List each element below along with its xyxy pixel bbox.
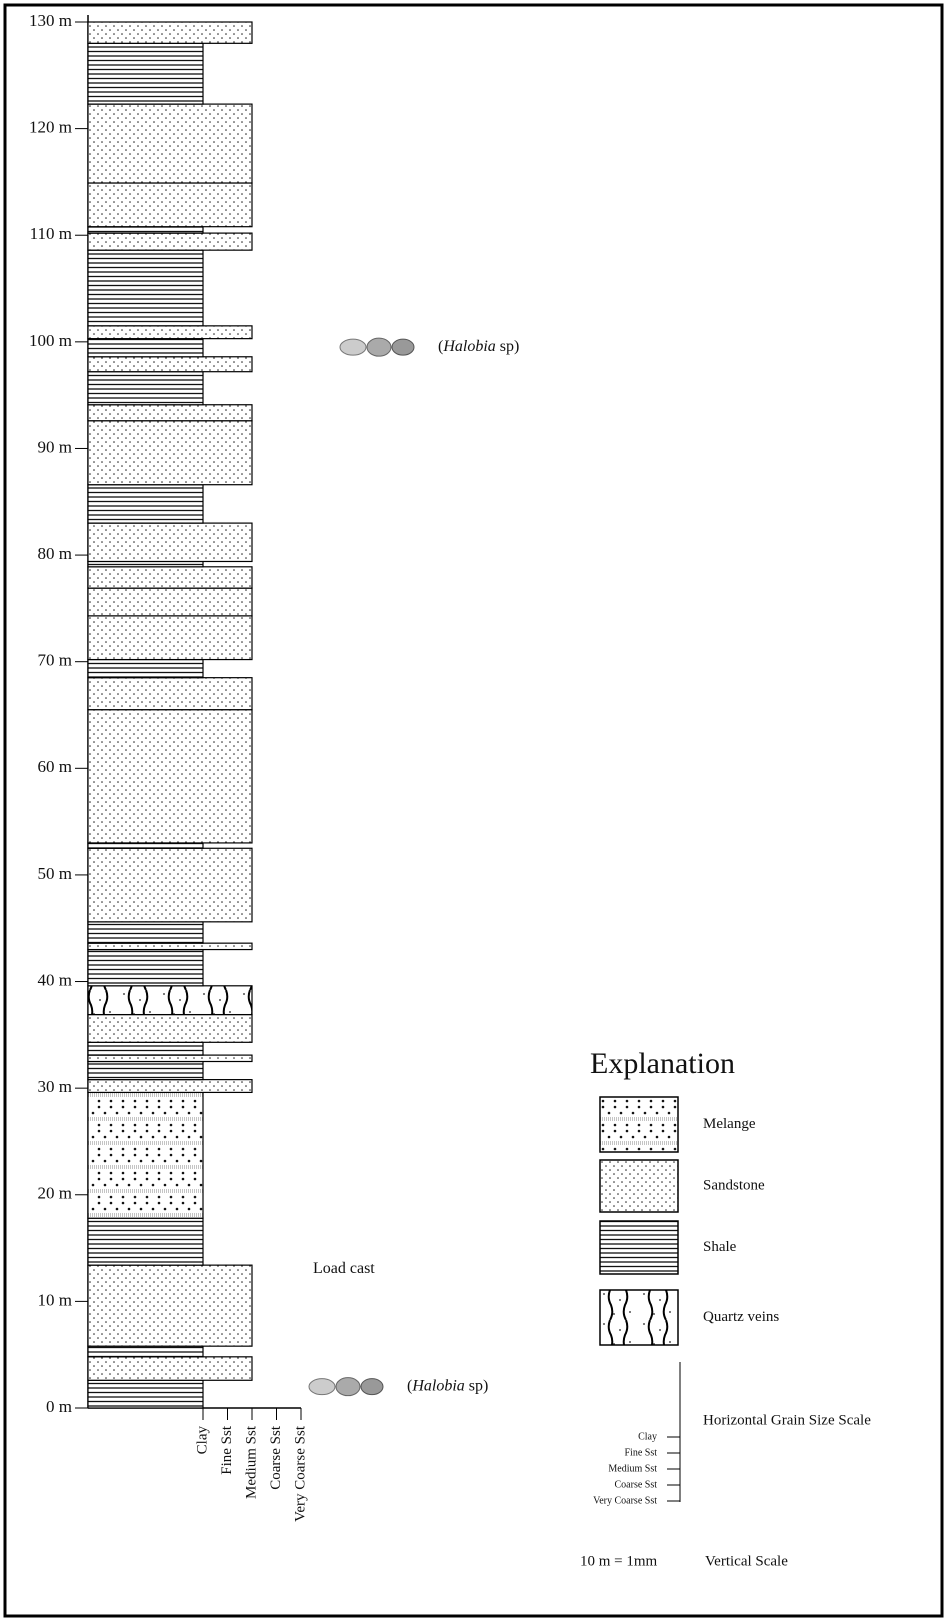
vertical-scale-title: Vertical Scale (705, 1553, 788, 1569)
fossil-icon (340, 338, 414, 356)
layer (88, 561, 203, 566)
layer (88, 233, 252, 250)
layer (88, 372, 203, 405)
layer (88, 843, 203, 848)
fossil-label-part: sp) (496, 338, 520, 355)
layer (88, 660, 203, 678)
depth-tick-label: 120 m (29, 118, 72, 137)
grain-scale-label: Medium Sst (608, 1463, 657, 1474)
layer (88, 1015, 252, 1043)
layer (88, 1055, 252, 1061)
layer (88, 986, 252, 1015)
layer (88, 250, 203, 326)
depth-tick-label: 40 m (38, 970, 72, 989)
layer (88, 339, 203, 357)
grain-label: Very Coarse Sst (292, 1425, 308, 1522)
grain-scale-label: Coarse Sst (615, 1479, 658, 1490)
layer (88, 1218, 203, 1265)
legend-swatch (600, 1290, 678, 1345)
grain-label: Fine Sst (219, 1425, 235, 1475)
layer (88, 588, 252, 616)
layer (88, 567, 252, 588)
depth-tick-label: 0 m (46, 1397, 72, 1416)
fossil-label: (Halobia sp) (407, 1377, 488, 1394)
grain-scale-label: Very Coarse Sst (593, 1495, 657, 1506)
depth-tick-label: 30 m (38, 1077, 72, 1096)
layer (88, 1092, 203, 1218)
layer (88, 523, 252, 561)
fossil-icon (309, 1378, 383, 1396)
layer (88, 678, 252, 710)
layer (88, 326, 252, 339)
layer (88, 405, 252, 421)
layer (88, 1042, 203, 1055)
layer (88, 1380, 203, 1408)
layer (88, 1080, 252, 1093)
legend-label: Quartz veins (703, 1309, 779, 1325)
layer (88, 943, 252, 949)
fossil-label-part: Halobia (442, 338, 495, 355)
layer (88, 104, 252, 183)
fossil-label-part: sp) (465, 1377, 489, 1394)
layer (88, 950, 203, 986)
depth-tick-label: 70 m (38, 651, 72, 670)
legend-label: Shale (703, 1239, 737, 1255)
legend-label: Sandstone (703, 1177, 765, 1193)
grain-label: Clay (194, 1426, 210, 1455)
grain-scale-title: Horizontal Grain Size Scale (703, 1412, 871, 1428)
depth-tick-label: 20 m (38, 1184, 72, 1203)
grain-scale-label: Fine Sst (624, 1447, 657, 1458)
layer (88, 1346, 203, 1357)
layer (88, 357, 252, 372)
depth-tick-label: 80 m (38, 544, 72, 563)
legend-label: Melange (703, 1116, 756, 1132)
annotation: Load cast (313, 1260, 375, 1277)
fossil-label: (Halobia sp) (438, 338, 519, 355)
depth-tick-label: 100 m (29, 331, 72, 350)
layer (88, 1357, 252, 1380)
depth-tick-label: 50 m (38, 864, 72, 883)
layer (88, 183, 252, 227)
depth-tick-label: 10 m (38, 1290, 72, 1309)
depth-tick-label: 110 m (30, 224, 72, 243)
legend-swatch (600, 1097, 678, 1152)
layer (88, 1265, 252, 1346)
vertical-scale-ratio: 10 m = 1mm (580, 1553, 658, 1569)
layer (88, 421, 252, 485)
grain-label: Medium Sst (243, 1425, 259, 1499)
layer (88, 227, 203, 233)
legend-swatch (600, 1160, 678, 1212)
fossil-label-part: Halobia (411, 1377, 464, 1394)
layer (88, 1062, 203, 1080)
layer (88, 710, 252, 843)
page: Explanation Horizontal Grain Size Scale … (0, 0, 947, 1621)
depth-tick-label: 130 m (29, 11, 72, 30)
layer (88, 848, 252, 922)
depth-tick-label: 60 m (38, 757, 72, 776)
layer (88, 922, 203, 943)
legend-title: Explanation (590, 1047, 735, 1080)
layer (88, 616, 252, 660)
grain-scale-label: Clay (638, 1431, 657, 1442)
layer (88, 22, 252, 43)
layer (88, 43, 203, 104)
legend-swatch (600, 1221, 678, 1274)
depth-tick-label: 90 m (38, 437, 72, 456)
grain-label: Coarse Sst (268, 1425, 284, 1490)
layer (88, 485, 203, 523)
